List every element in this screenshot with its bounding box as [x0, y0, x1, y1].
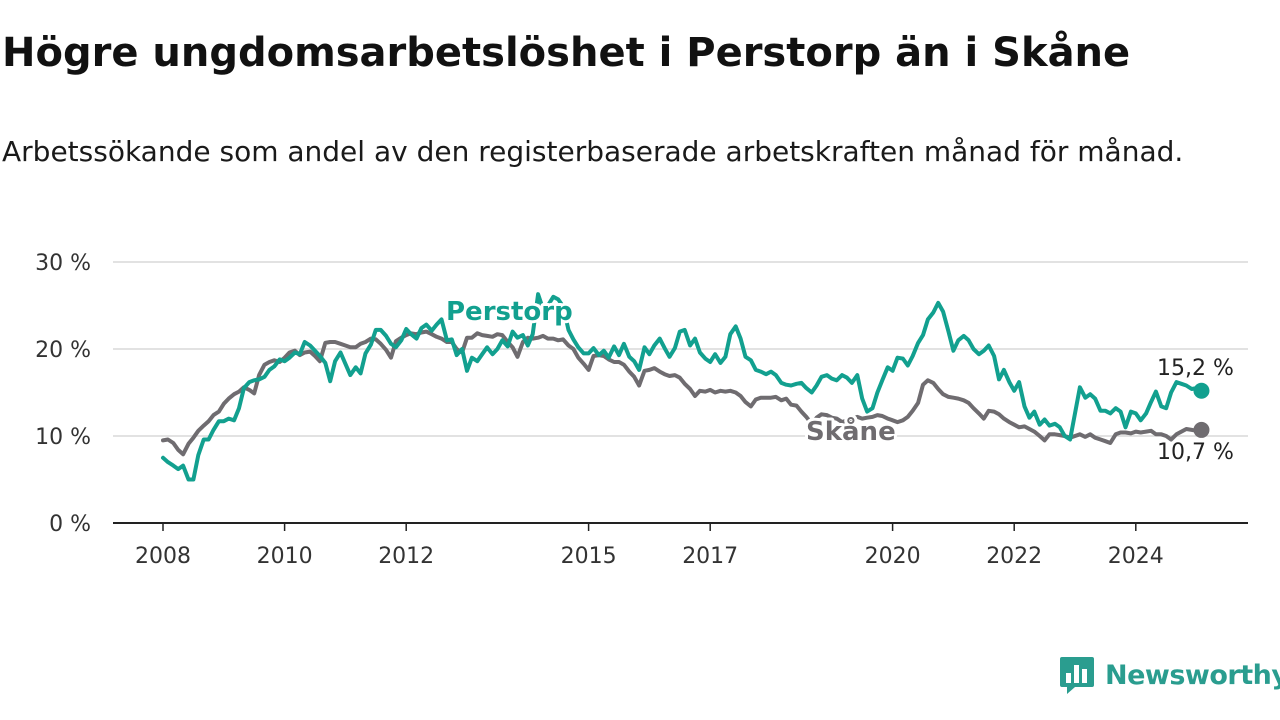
x-tick-label: 2008: [135, 544, 191, 569]
y-axis-labels: 0 % 10 % 20 % 30 %: [35, 251, 91, 537]
skane-end-label: 10,7 %: [1157, 440, 1234, 465]
x-axis: 2008 2010 2012 2015 2017 2020 2022 2024: [113, 522, 1248, 569]
series-lines: [161, 292, 1210, 482]
x-tick-label: 2012: [378, 544, 434, 569]
perstorp-series-label: Perstorp: [446, 297, 573, 327]
x-tick-label: 2020: [865, 544, 921, 569]
x-tick-label: 2015: [561, 544, 617, 569]
skane-series-label: Skåne: [806, 415, 896, 447]
perstorp-end-label-halo: 15,2 %: [1157, 356, 1234, 381]
chart-subtitle: Arbetssökande som andel av den registerb…: [2, 135, 1184, 168]
skane-series-label-halo: Skåne: [806, 415, 896, 447]
y-tick-label: 20 %: [35, 338, 91, 363]
y-tick-label: 10 %: [35, 425, 91, 450]
x-tick-label: 2024: [1108, 544, 1164, 569]
perstorp-end-label: 15,2 %: [1157, 356, 1234, 381]
y-tick-label: 0 %: [49, 512, 91, 537]
skane-end-point: [1193, 421, 1210, 438]
x-tick-label: 2022: [986, 544, 1042, 569]
x-tick-label: 2017: [682, 544, 738, 569]
perstorp-end-point: [1193, 382, 1210, 399]
skane-end-label-halo: 10,7 %: [1157, 440, 1234, 465]
perstorp-series-label-halo: Perstorp: [446, 297, 573, 327]
newsworthy-logo-icon: [1060, 657, 1094, 694]
chart-title: Högre ungdomsarbetslöshet i Perstorp än …: [2, 30, 1131, 76]
x-tick-label: 2010: [257, 544, 313, 569]
y-tick-label: 30 %: [35, 251, 91, 276]
skane-line: [161, 329, 1204, 457]
newsworthy-brand: Newsworthy: [1059, 655, 1280, 695]
brand-name: Newsworthy: [1105, 659, 1280, 691]
perstorp-line: [161, 292, 1204, 482]
grid-lines: [113, 261, 1248, 437]
